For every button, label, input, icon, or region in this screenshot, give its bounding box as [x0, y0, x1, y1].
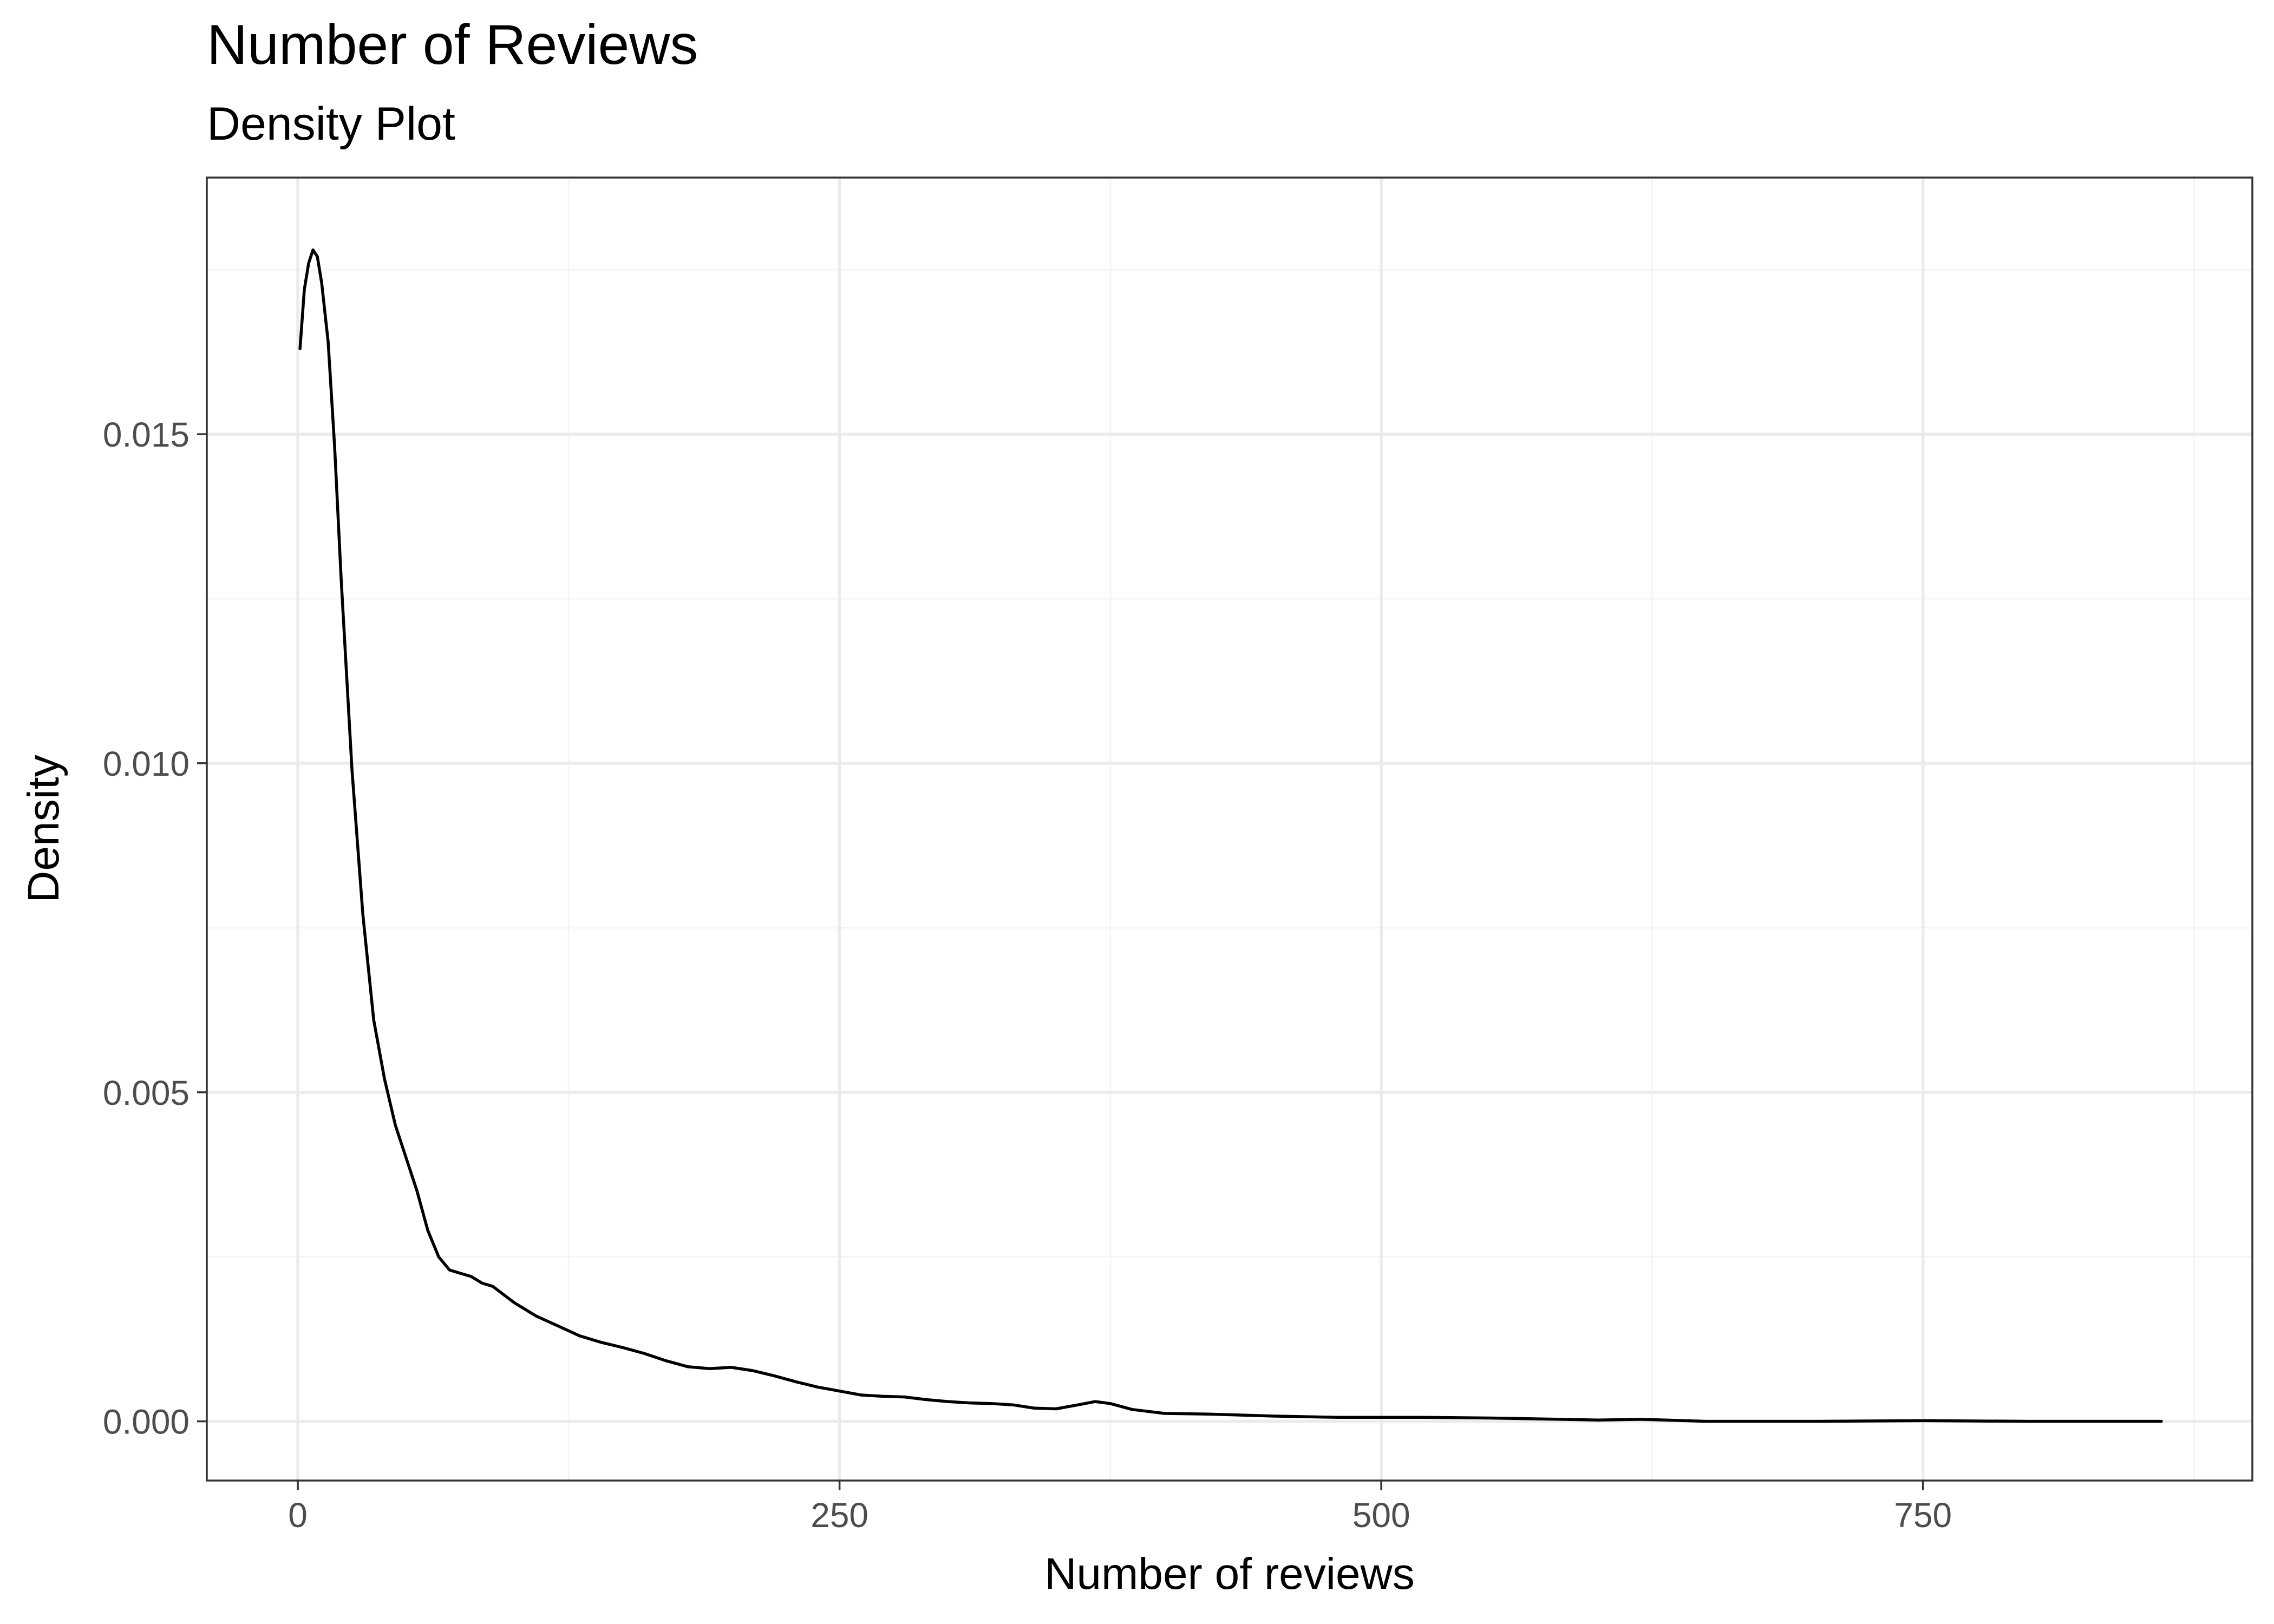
x-tick-label-250: 250 — [811, 1496, 868, 1535]
major-gridlines — [207, 178, 2252, 1481]
minor-gridlines — [207, 178, 2252, 1481]
x-axis: 0 250 500 750 Number of reviews — [288, 1481, 1952, 1599]
y-tick-label-0015: 0.015 — [103, 415, 190, 454]
panel-border — [206, 176, 2253, 1482]
plot-panel — [206, 176, 2253, 1482]
y-tick-label-0010: 0.010 — [103, 744, 190, 783]
x-tick-label-0: 0 — [288, 1496, 308, 1535]
chart-subtitle: Density Plot — [207, 98, 455, 150]
x-tick-label-500: 500 — [1352, 1496, 1410, 1535]
y-tick-label-0005: 0.005 — [103, 1073, 190, 1112]
chart-title: Number of Reviews — [207, 14, 698, 76]
density-line — [298, 248, 2163, 1423]
y-axis: 0.000 0.005 0.010 0.015 Density — [19, 415, 207, 1442]
x-tick-label-750: 750 — [1894, 1496, 1952, 1535]
y-axis-title: Density — [19, 755, 68, 902]
panel-background — [207, 178, 2252, 1481]
y-tick-label-0: 0.000 — [103, 1403, 190, 1442]
x-axis-title: Number of reviews — [1044, 1549, 1415, 1599]
